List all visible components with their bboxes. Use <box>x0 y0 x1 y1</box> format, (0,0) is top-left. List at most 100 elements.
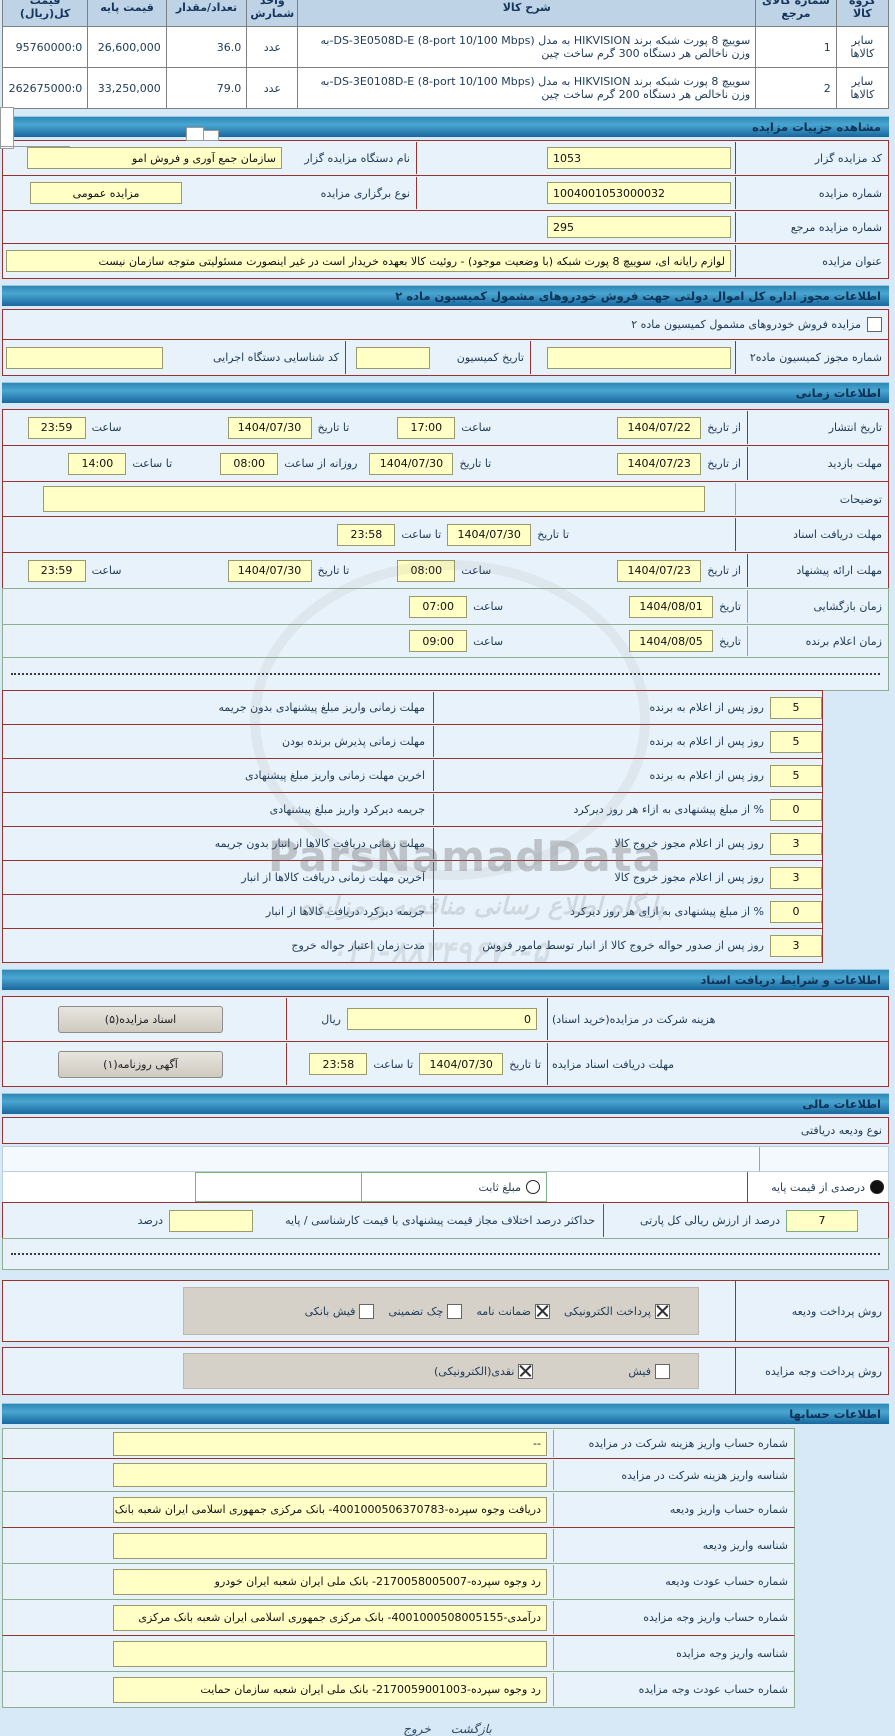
option-label: نقدی(الکترونیکی) <box>433 1364 515 1378</box>
publish-to-date[interactable]: 1404/07/30 <box>227 416 312 439</box>
option-label: ضمانت نامه <box>476 1304 531 1318</box>
publish-hour[interactable]: 17:00 <box>397 416 456 439</box>
account-row-label: شماره حساب واریز وجه مزایده <box>553 1601 794 1634</box>
auction-docs-button[interactable]: اسناد مزایده(۵) <box>58 1005 223 1033</box>
duration-value-input[interactable]: 5 <box>770 696 822 719</box>
until-hour-label: تا ساعت <box>132 457 173 470</box>
guarantee-letter-checkbox[interactable] <box>535 1303 550 1319</box>
penalty-value-input[interactable]: 0 <box>770 900 822 923</box>
duration-value-input[interactable]: 5 <box>770 730 822 753</box>
max-diff-input[interactable] <box>169 1209 253 1232</box>
publish-to-hour[interactable]: 23:59 <box>27 416 86 439</box>
deposit-percent-label: درصد از ارزش ریالی کل پارتی <box>639 1214 780 1227</box>
ref-auction-number-label: شماره مزایده مرجع <box>735 212 888 242</box>
account-row-input[interactable] <box>113 1532 547 1559</box>
auction-number-input[interactable]: 1004001053000032 <box>547 182 731 204</box>
cash-electronic-option[interactable]: نقدی(الکترونیکی) <box>433 1363 534 1379</box>
visit-from-date[interactable]: 1404/07/23 <box>617 452 702 475</box>
account-row-input[interactable] <box>113 1463 547 1487</box>
winner-date[interactable]: 1404/08/05 <box>629 630 714 652</box>
dotted-separator <box>2 1238 889 1270</box>
opening-hour[interactable]: 07:00 <box>409 595 468 618</box>
docs-deadline-date[interactable]: 1404/07/30 <box>419 1053 504 1075</box>
account-row-input[interactable]: رد وجوه سپرده-2170059001003- بانک ملی ای… <box>113 1676 547 1703</box>
cash-electronic-checkbox[interactable] <box>518 1363 534 1379</box>
exit-link[interactable]: خروج <box>403 1722 431 1736</box>
visit-daily-to[interactable]: 14:00 <box>68 452 127 475</box>
account-row-input[interactable]: دریافت وجوه سپرده-4001000506370783- بانک… <box>113 1496 547 1523</box>
auction-type-input[interactable]: مزایده عمومی <box>30 182 182 204</box>
percent-of-base-radio[interactable] <box>870 1180 884 1194</box>
notes-input[interactable] <box>43 486 705 512</box>
electronic-payment-option[interactable]: پرداخت الکترونیکی <box>564 1303 670 1319</box>
opening-date[interactable]: 1404/08/01 <box>629 595 714 618</box>
col-group: گروه کالا <box>835 0 890 27</box>
winner-hour[interactable]: 09:00 <box>409 630 468 652</box>
certified-check-checkbox[interactable] <box>447 1303 463 1319</box>
duration-label: مهلت زمانی دریافت کالاها از انبار بدون ج… <box>3 828 434 859</box>
duration-label: مهلت زمانی واریز مبلغ پیشنهادی بدون جریم… <box>3 692 434 723</box>
date-label: تاریخ <box>719 634 741 648</box>
account-row-input[interactable]: درآمدی-4001000508005155- بانک مرکزی جمهو… <box>113 1604 547 1631</box>
stray-box-artifact <box>186 127 204 141</box>
col-base-price: قیمت پایه <box>87 0 167 27</box>
electronic-payment-checkbox[interactable] <box>655 1303 670 1319</box>
fixed-amount-radio[interactable] <box>526 1180 540 1194</box>
docs-deadline-hour[interactable]: 23:58 <box>309 1053 368 1075</box>
duration-label: اخرین مهلت زمانی واریز مبلغ پیشنهادی <box>3 760 434 791</box>
permit-number-input[interactable] <box>547 346 731 369</box>
duration-unit: روز پس از اعلام به برنده <box>649 701 764 714</box>
auction-title-input[interactable]: لوازم رایانه ای، سوییچ 8 پورت شبکه (با و… <box>6 250 731 272</box>
duration-value-input[interactable]: 5 <box>770 764 822 787</box>
duration-value-input[interactable]: 3 <box>770 832 822 855</box>
cell-desc: سوییچ 8 پورت شبکه برند HIKVISION به مدل … <box>297 26 757 68</box>
account-row-input[interactable]: -- <box>113 1431 547 1456</box>
to-date-label: تا تاریخ <box>537 528 569 541</box>
entry-fee-input[interactable]: 0 <box>347 1008 537 1030</box>
newspaper-ad-button[interactable]: آگهی روزنامه(۱) <box>58 1050 223 1078</box>
offer-hour[interactable]: 08:00 <box>397 559 456 582</box>
duration-value-input[interactable]: 3 <box>770 866 822 889</box>
time-section: تاریخ انتشار از تاریخ 1404/07/22 ساعت 17… <box>2 409 889 963</box>
publish-from-date[interactable]: 1404/07/22 <box>617 416 702 439</box>
bank-receipt-checkbox[interactable] <box>359 1303 375 1319</box>
account-row-label: شماره حساب عودت وجه مزایده <box>553 1673 794 1706</box>
guarantee-letter-option[interactable]: ضمانت نامه <box>476 1303 550 1319</box>
offer-to-date[interactable]: 1404/07/30 <box>227 559 312 582</box>
goods-header-row: گروه کالا شماره کالای مرجع شرح کالا واحد… <box>1 0 890 27</box>
penalty-value-input[interactable]: 0 <box>770 798 822 821</box>
back-link[interactable]: بازگشت <box>450 1722 492 1736</box>
hour-label: ساعت <box>91 564 122 577</box>
account-row-label: شناسه واریز هزینه شرکت در مزایده <box>553 1460 794 1490</box>
fixed-amount-input[interactable] <box>196 1173 361 1201</box>
details-section: کد مزایده گزار 1053 نام دستگاه مزایده گز… <box>2 140 889 279</box>
offer-to-hour[interactable]: 23:59 <box>27 559 86 582</box>
dotted-separator <box>2 657 889 691</box>
receipt-option[interactable]: فیش <box>628 1363 670 1379</box>
doc-deadline-label: مهلت دریافت اسناد <box>735 518 888 551</box>
exec-id-input[interactable] <box>6 346 163 369</box>
receipt-checkbox[interactable] <box>655 1363 670 1379</box>
auctioneer-name-input[interactable]: سازمان جمع آوری و فروش امو <box>27 147 282 169</box>
account-row-input[interactable] <box>113 1640 547 1667</box>
duration-label: آخرین مهلت زمانی دریافت کالاها از انبار <box>3 862 434 893</box>
cell-qty: 79.0 <box>165 67 248 109</box>
visit-to-date[interactable]: 1404/07/30 <box>369 452 454 475</box>
account-row-input[interactable]: رد وجوه سپرده-2170058005007- بانک ملی ای… <box>113 1568 547 1595</box>
deposit-percent-input[interactable]: 7 <box>786 1209 858 1232</box>
penalty-unit: % از مبلغ پیشنهادی به ازاء هر روز دیرکرد <box>573 803 764 816</box>
commission-article2-checkbox[interactable] <box>867 317 882 332</box>
to-hour-label: تا ساعت <box>373 1057 414 1071</box>
auctioneer-code-input[interactable]: 1053 <box>547 147 731 169</box>
ref-auction-number-input[interactable]: 295 <box>547 216 731 238</box>
duration-value-input[interactable]: 3 <box>770 934 822 957</box>
doc-deadline-date[interactable]: 1404/07/30 <box>447 523 532 546</box>
visit-daily-from[interactable]: 08:00 <box>220 452 279 475</box>
doc-deadline-hour[interactable]: 23:58 <box>337 523 396 546</box>
bank-receipt-option[interactable]: فیش بانکی <box>305 1303 375 1319</box>
offer-from-date[interactable]: 1404/07/23 <box>617 559 702 582</box>
commission-date-input[interactable] <box>356 346 430 369</box>
certified-check-option[interactable]: چک تضمینی <box>388 1303 463 1319</box>
goods-table-container: گروه کالا شماره کالای مرجع شرح کالا واحد… <box>0 0 895 109</box>
winner-time-label: زمان اعلام برنده <box>747 626 888 656</box>
